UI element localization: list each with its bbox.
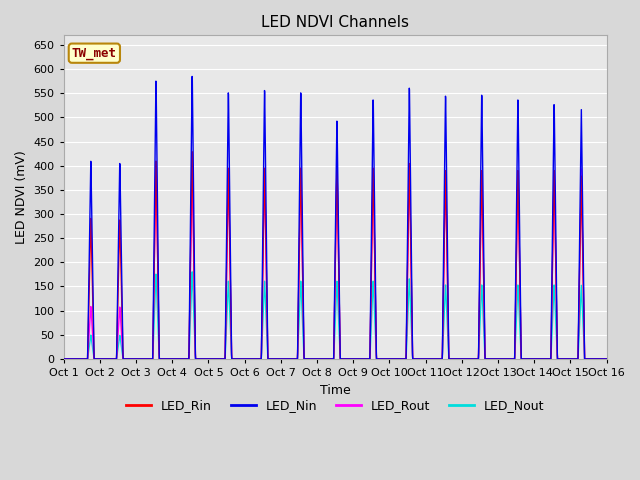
Y-axis label: LED NDVI (mV): LED NDVI (mV) bbox=[15, 150, 28, 244]
Text: TW_met: TW_met bbox=[72, 47, 117, 60]
Title: LED NDVI Channels: LED NDVI Channels bbox=[261, 15, 409, 30]
Legend: LED_Rin, LED_Nin, LED_Rout, LED_Nout: LED_Rin, LED_Nin, LED_Rout, LED_Nout bbox=[121, 395, 549, 418]
X-axis label: Time: Time bbox=[320, 384, 351, 396]
